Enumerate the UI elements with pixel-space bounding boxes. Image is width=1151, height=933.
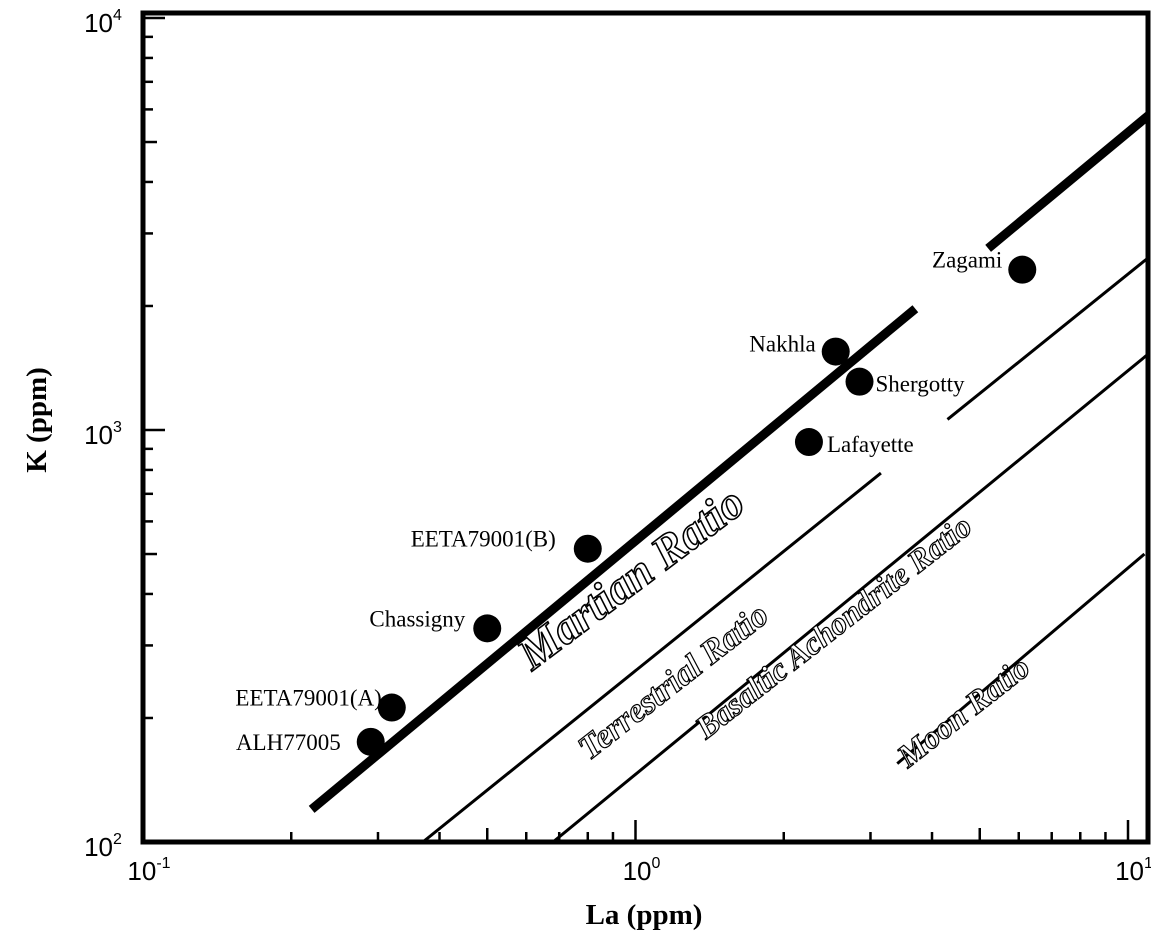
y-tick-label: 103	[84, 419, 122, 450]
y-axis-title: K (ppm)	[21, 367, 53, 473]
ratio-label: Moon Ratio	[889, 649, 1036, 775]
data-point-label: Nakhla	[749, 332, 815, 357]
ticks-layer: 10-1 100 101 102 103 104	[84, 7, 1151, 886]
x-tick-label: 101	[1115, 855, 1151, 886]
data-point	[821, 337, 850, 366]
ratio-line	[421, 471, 882, 842]
data-point	[794, 428, 823, 457]
y-tick-label: 104	[84, 7, 122, 38]
ratio-line	[946, 256, 1148, 421]
data-point-label: Shergotty	[876, 372, 966, 397]
plot-frame	[140, 10, 1151, 845]
data-point-label: EETA79001(B)	[411, 527, 556, 552]
data-point-label: ALH77005	[236, 730, 341, 755]
data-point-label: EETA79001(A)	[235, 686, 381, 711]
ratio-line	[985, 112, 1148, 252]
ratio-line	[308, 305, 919, 813]
data-point	[845, 367, 874, 396]
points-layer: ALH77005 EETA79001(A) Chassigny EETA79001(B…	[235, 248, 1037, 756]
x-axis-title: La (ppm)	[586, 899, 703, 931]
data-point	[356, 727, 385, 756]
data-point	[377, 693, 406, 722]
x-tick-label: 10-1	[127, 855, 170, 886]
data-point-label: Lafayette	[827, 432, 914, 457]
y-tick-label: 102	[84, 831, 122, 862]
ratio-line	[552, 352, 1148, 842]
data-point	[573, 534, 602, 563]
ratio-line	[896, 552, 1146, 765]
data-point-label: Chassigny	[369, 606, 465, 631]
x-tick-label: 100	[623, 855, 661, 886]
data-point-label: Zagami	[932, 248, 1002, 273]
data-point	[473, 614, 502, 643]
ratio-lines-layer	[308, 112, 1148, 842]
data-point	[1008, 255, 1037, 284]
